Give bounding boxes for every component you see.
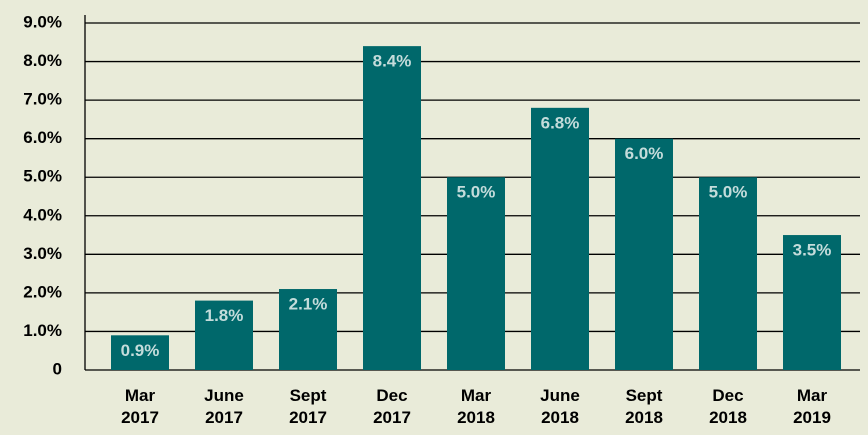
y-tick-label: 8.0%: [23, 51, 62, 70]
x-tick-label: Mar 2017: [121, 386, 159, 427]
y-tick-label: 7.0%: [23, 90, 62, 109]
y-tick-label: 0: [53, 359, 62, 378]
y-tick-label: 1.0%: [23, 321, 62, 340]
x-tick-label: Mar 2018: [457, 386, 495, 427]
x-tick-label: Dec 2018: [709, 386, 747, 427]
y-tick-label: 2.0%: [23, 282, 62, 301]
value-label: 6.0%: [625, 144, 664, 163]
bar: [363, 46, 421, 371]
bar: [615, 138, 673, 370]
bar: [699, 177, 757, 370]
x-tick-label: Mar 2019: [793, 386, 831, 427]
value-label: 3.5%: [793, 241, 832, 260]
bar: [783, 235, 841, 370]
x-tick-label: Sept 2017: [289, 386, 327, 427]
value-label: 2.1%: [289, 295, 328, 314]
x-tick-label: June 2018: [540, 386, 580, 427]
value-label: 5.0%: [709, 183, 748, 202]
bar: [531, 107, 589, 371]
bar: [111, 335, 169, 370]
bar: [279, 289, 337, 370]
y-tick-label: 9.0%: [23, 12, 62, 31]
y-tick-label: 3.0%: [23, 244, 62, 263]
value-label: 1.8%: [205, 306, 244, 325]
y-tick-label: 4.0%: [23, 205, 62, 224]
value-label: 8.4%: [373, 52, 412, 71]
y-tick-label: 5.0%: [23, 167, 62, 186]
value-label: 5.0%: [457, 183, 496, 202]
x-tick-label: Sept 2018: [625, 386, 663, 427]
x-tick-label: Dec 2017: [373, 386, 411, 427]
bar: [195, 300, 253, 370]
x-tick-label: June 2017: [204, 386, 244, 427]
value-label: 0.9%: [121, 341, 160, 360]
bar: [447, 177, 505, 370]
value-label: 6.8%: [541, 113, 580, 132]
y-tick-label: 6.0%: [23, 128, 62, 147]
